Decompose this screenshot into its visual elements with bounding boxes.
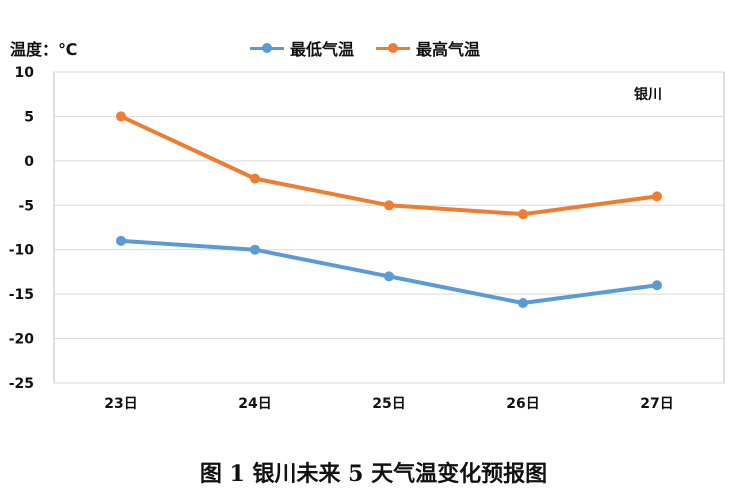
y-tick-label: 5 [24, 109, 34, 125]
series-line-1 [121, 116, 657, 214]
data-point-1 [250, 174, 260, 184]
series-lines [116, 111, 662, 308]
line-chart: 10 5 0 -5 -10 -15 -20 -25 23日 24日 25日 26日 27日 银川 [0, 0, 747, 440]
y-axis-ticks: 10 5 0 -5 -10 -15 -20 -25 [9, 65, 35, 392]
data-point-0 [384, 271, 394, 281]
x-axis-ticks: 23日 24日 25日 26日 27日 [104, 396, 673, 412]
x-tick-label: 27日 [640, 396, 673, 412]
x-tick-label: 24日 [238, 396, 271, 412]
y-tick-label: -20 [9, 332, 35, 348]
data-point-0 [518, 298, 528, 308]
data-point-1 [116, 111, 126, 121]
data-point-1 [384, 200, 394, 210]
gridlines [54, 72, 724, 383]
plot-area [54, 72, 724, 383]
x-tick-label: 23日 [104, 396, 137, 412]
y-tick-label: -10 [9, 243, 35, 259]
data-point-0 [652, 280, 662, 290]
y-tick-label: -5 [18, 198, 34, 214]
data-point-0 [250, 245, 260, 255]
data-point-1 [518, 209, 528, 219]
y-tick-label: -25 [9, 376, 34, 392]
x-tick-label: 26日 [506, 396, 539, 412]
data-point-1 [652, 191, 662, 201]
y-tick-label: -15 [9, 287, 34, 303]
y-tick-label: 0 [24, 154, 34, 170]
x-tick-label: 25日 [372, 396, 405, 412]
y-tick-label: 10 [15, 65, 35, 81]
city-annotation: 银川 [634, 86, 662, 103]
figure-caption: 图 1 银川未来 5 天气温变化预报图 [0, 456, 747, 488]
data-point-0 [116, 236, 126, 246]
